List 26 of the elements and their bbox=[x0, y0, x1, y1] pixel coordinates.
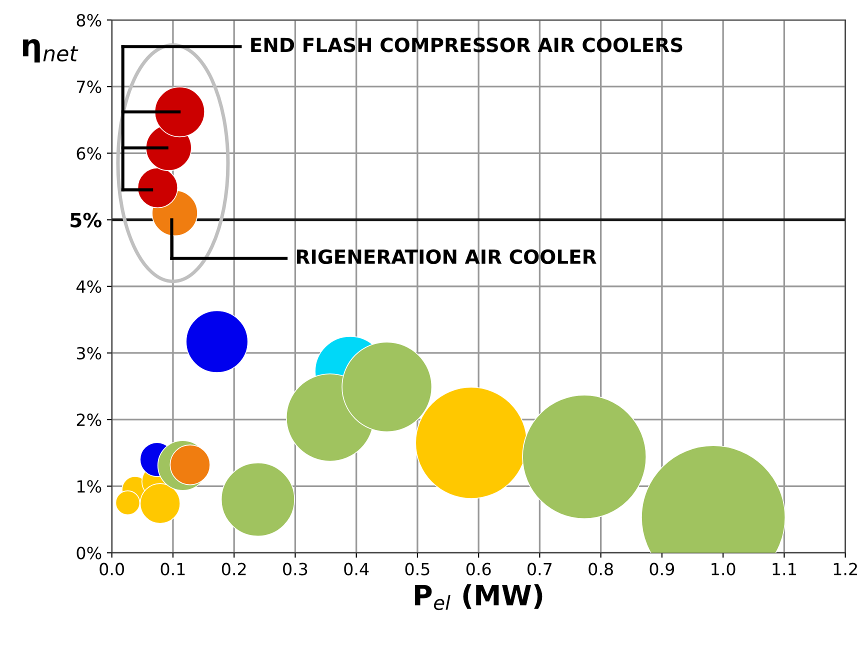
x-tick-label: 0.6 bbox=[466, 562, 491, 576]
x-tick-label: 0.4 bbox=[344, 562, 369, 576]
y-tick-label: 0% bbox=[76, 546, 102, 560]
y-tick-label: 8% bbox=[76, 14, 102, 27]
annotation: RIGENERATION AIR COOLER bbox=[297, 249, 596, 264]
x-tick-label: 0.9 bbox=[650, 562, 674, 576]
x-tick-label: 0.1 bbox=[160, 562, 185, 576]
x-tick-label: 0.2 bbox=[222, 562, 246, 576]
x-tick-label: 0.3 bbox=[283, 562, 308, 576]
x-tick-label: 0.8 bbox=[588, 562, 613, 576]
y-axis-title: η$_{net}$ bbox=[23, 39, 78, 63]
y-tick-label: 5% bbox=[70, 212, 102, 228]
y-tick-label: 4% bbox=[76, 280, 102, 293]
x-tick-label: 0.5 bbox=[405, 562, 430, 576]
y-tick-label: 2% bbox=[76, 414, 102, 426]
x-tick-label: 0.7 bbox=[528, 562, 552, 576]
y-tick-label: 6% bbox=[76, 147, 102, 160]
x-tick-label: 0.0 bbox=[100, 562, 124, 576]
x-axis-title: P$_{el}$ (MW) bbox=[415, 584, 542, 610]
annotation: END FLASH COMPRESSOR AIR COOLERS bbox=[251, 38, 682, 52]
x-tick-label: 1.0 bbox=[712, 562, 736, 576]
x-tick-label: 1.1 bbox=[772, 563, 796, 576]
x-tick-label: 1.2 bbox=[834, 562, 857, 576]
y-tick-label: 3% bbox=[76, 346, 102, 360]
y-tick-label: 7% bbox=[77, 80, 102, 94]
y-tick-label: 1% bbox=[78, 480, 102, 493]
